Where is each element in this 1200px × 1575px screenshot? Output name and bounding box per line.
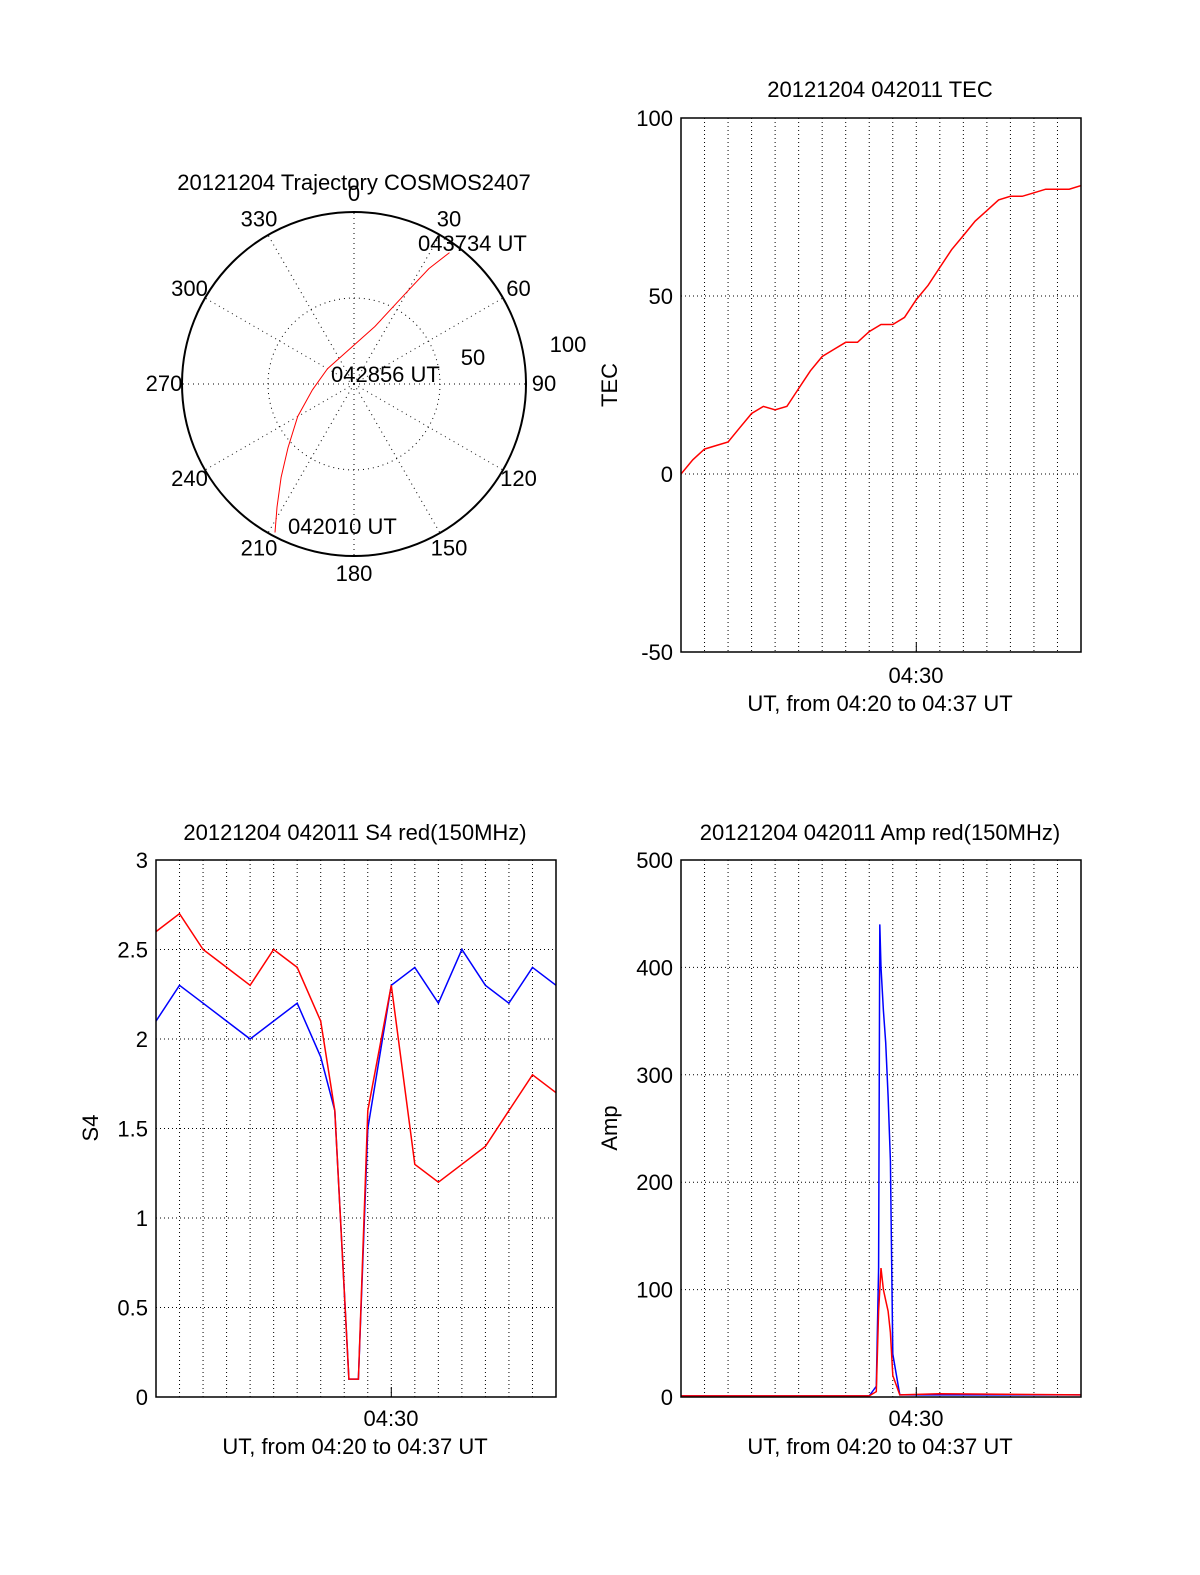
- s4-chart: 20121204 042011 S4 red(150MHz) S4 04:30 …: [78, 820, 557, 1459]
- polar-spoke: [353, 234, 441, 385]
- amp-ytick-label: 300: [636, 1063, 673, 1088]
- amp-chart: 20121204 042011 Amp red(150MHz) Amp 04:3…: [597, 820, 1082, 1459]
- tec-ytick-label: 50: [649, 284, 673, 309]
- azimuth-label: 120: [500, 466, 537, 491]
- amp-plot-frame: [680, 859, 1082, 1398]
- amp-ytick-label: 500: [636, 848, 673, 873]
- radial-label-100: 100: [550, 332, 587, 357]
- azimuth-label: 30: [437, 206, 461, 231]
- trajectory-polar-chart: 20121204 Trajectory COSMOS2407 0 30 60 90 12…: [146, 170, 587, 586]
- polar-spoke: [204, 383, 355, 471]
- tec-series-red: [681, 184, 1081, 475]
- amp-ylabel: Amp: [597, 1105, 622, 1150]
- s4-ytick-label: 2.5: [117, 938, 148, 963]
- polar-spoke: [353, 297, 504, 385]
- s4-ytick-label: 2: [136, 1027, 148, 1052]
- amp-ytick-label: 0: [661, 1385, 673, 1410]
- azimuth-label: 180: [336, 561, 373, 586]
- s4-series-red: [156, 912, 556, 1380]
- s4-xlabel: UT, from 04:20 to 04:37 UT: [222, 1434, 487, 1459]
- radial-label-50: 50: [461, 345, 485, 370]
- polar-outer-circle: [181, 211, 527, 557]
- s4-ytick-label: 3: [136, 848, 148, 873]
- tec-xtick: 04:30: [888, 663, 943, 688]
- tec-chart: 20121204 042011 TEC TEC 04:30 UT, from 0…: [597, 77, 1082, 716]
- amp-xlabel: UT, from 04:20 to 04:37 UT: [747, 1434, 1012, 1459]
- tec-ylabel: TEC: [597, 363, 622, 407]
- azimuth-label: 210: [241, 536, 278, 561]
- polar-spoke: [353, 383, 441, 534]
- amp-series-red: [681, 1268, 1081, 1397]
- azimuth-label: 300: [171, 276, 208, 301]
- azimuth-label: 150: [431, 536, 468, 561]
- s4-plot-frame: [155, 859, 557, 1398]
- tec-title: 20121204 042011 TEC: [767, 77, 993, 102]
- trajectory-track: [274, 252, 450, 533]
- track-start-label: 042010 UT: [288, 514, 397, 539]
- amp-series-blue: [681, 924, 1081, 1397]
- azimuth-label: 60: [506, 276, 530, 301]
- amp-title: 20121204 042011 Amp red(150MHz): [700, 820, 1060, 845]
- polar-spoke: [353, 383, 504, 471]
- tec-ytick-label: 0: [661, 462, 673, 487]
- azimuth-label: 270: [146, 371, 183, 396]
- trajectory-title: 20121204 Trajectory COSMOS2407: [177, 170, 530, 195]
- polar-spoke: [267, 234, 355, 385]
- amp-ytick-label: 100: [636, 1278, 673, 1303]
- s4-xtick: 04:30: [363, 1406, 418, 1431]
- track-mid-label: 042856 UT: [331, 362, 440, 387]
- azimuth-label: 240: [171, 466, 208, 491]
- azimuth-label: 0: [348, 181, 360, 206]
- s4-ylabel: S4: [78, 1115, 103, 1142]
- s4-ytick-label: 1: [136, 1206, 148, 1231]
- track-end-label: 043734 UT: [418, 231, 527, 256]
- amp-xtick: 04:30: [888, 1406, 943, 1431]
- polar-spoke: [267, 383, 355, 534]
- s4-series-blue: [156, 947, 556, 1380]
- s4-ytick-label: 0.5: [117, 1296, 148, 1321]
- polar-azimuth-labels: 0 30 60 90 120 150 180 210 240 270 300 330: [146, 181, 557, 586]
- s4-ytick-label: 0: [136, 1385, 148, 1410]
- amp-ytick-label: 400: [636, 955, 673, 980]
- tec-xlabel: UT, from 04:20 to 04:37 UT: [747, 691, 1012, 716]
- tec-plot-frame: [680, 117, 1082, 653]
- azimuth-label: 90: [532, 371, 556, 396]
- polar-spoke: [204, 297, 355, 385]
- tec-ytick-label: -50: [641, 640, 673, 665]
- azimuth-label: 330: [241, 206, 278, 231]
- amp-ytick-label: 200: [636, 1170, 673, 1195]
- tec-ytick-label: 100: [636, 106, 673, 131]
- s4-title: 20121204 042011 S4 red(150MHz): [183, 820, 526, 845]
- polar-grid: [181, 211, 527, 557]
- s4-ytick-label: 1.5: [117, 1117, 148, 1142]
